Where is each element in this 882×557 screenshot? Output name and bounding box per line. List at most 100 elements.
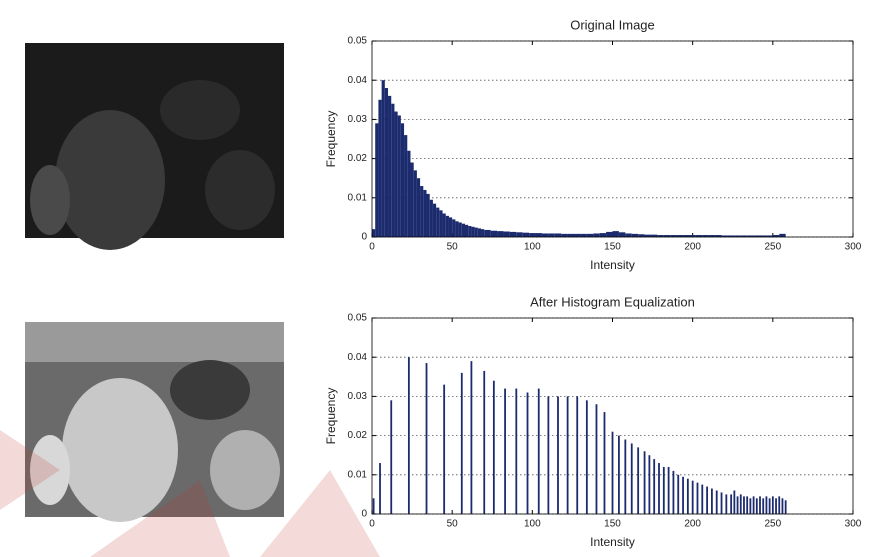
bar [379,463,381,514]
bar [769,498,771,514]
bar [462,224,465,237]
bar [373,498,375,514]
bar [604,412,606,514]
bar [568,234,574,237]
bar [625,233,631,237]
y-tick-label: 0.02 [348,153,368,164]
plot-area [372,41,853,237]
bar [407,151,410,237]
bar [637,447,639,514]
bar [632,234,638,237]
bar [653,459,655,514]
bar [596,404,598,514]
bar [372,229,375,237]
bar [663,467,665,514]
bar [737,496,739,514]
bar [574,234,580,237]
bar [390,400,392,514]
bar [446,216,449,237]
bar [404,135,407,237]
bar [471,361,473,514]
x-tick-label: 200 [684,242,701,253]
bar [455,221,458,237]
bar [740,494,742,514]
bar [475,228,478,237]
y-tick-label: 0.05 [348,36,368,47]
bar [785,500,787,514]
bar [721,492,723,514]
bar [772,496,774,514]
x-tick-label: 0 [369,519,375,530]
x-tick-label: 150 [604,519,621,530]
bar [746,496,748,514]
bar [561,234,567,237]
bar [692,481,694,514]
bar [613,231,619,237]
bar [576,396,578,514]
bar [638,234,644,237]
bar [677,475,679,514]
bar [433,204,436,237]
bar [401,123,404,237]
bar [725,494,727,514]
bar [491,231,497,237]
bar [557,396,559,514]
bar [391,104,394,237]
bar [648,455,650,514]
bar [756,498,758,514]
y-tick-label: 0.05 [348,313,368,324]
bar [612,432,614,514]
bar [682,477,684,514]
bar [420,186,423,237]
x-axis-label: Intensity [590,258,635,272]
bar [753,496,755,514]
bar [658,463,660,514]
y-tick-label: 0.02 [348,430,368,441]
bar [452,219,455,237]
bar [743,496,745,514]
y-tick-label: 0.01 [348,192,368,203]
bar [606,232,612,237]
bar [417,178,420,237]
x-axis-label: Intensity [590,535,635,549]
bar [529,233,535,237]
y-tick-label: 0.03 [348,114,368,125]
bar [775,498,777,514]
bar [459,222,462,237]
bar [378,100,381,237]
bar [375,123,378,237]
bar [504,389,506,514]
bar [567,396,569,514]
bar [706,487,708,514]
bar [439,210,442,237]
bar [733,490,735,514]
bar [542,233,548,237]
bar [697,483,699,514]
y-tick-label: 0.01 [348,469,368,480]
bar [483,371,485,514]
bar [449,217,452,237]
bar [673,471,675,514]
chart-title: After Histogram Equalization [530,294,695,309]
bar [503,232,509,237]
y-tick-label: 0.04 [348,352,368,363]
bar [580,234,586,237]
bar [408,357,410,514]
bar [762,498,764,514]
bar [410,163,413,237]
x-tick-label: 50 [447,519,459,530]
bar [687,479,689,514]
bar [478,228,481,237]
bar [382,80,385,237]
y-tick-label: 0.03 [348,391,368,402]
bar [461,373,463,514]
bar [586,400,588,514]
bar [430,200,433,237]
photo-original [25,43,284,250]
bar [779,234,785,237]
bar [426,363,428,514]
bar [388,96,391,237]
bar [701,485,703,514]
bar [443,385,445,514]
x-tick-label: 300 [845,242,862,253]
